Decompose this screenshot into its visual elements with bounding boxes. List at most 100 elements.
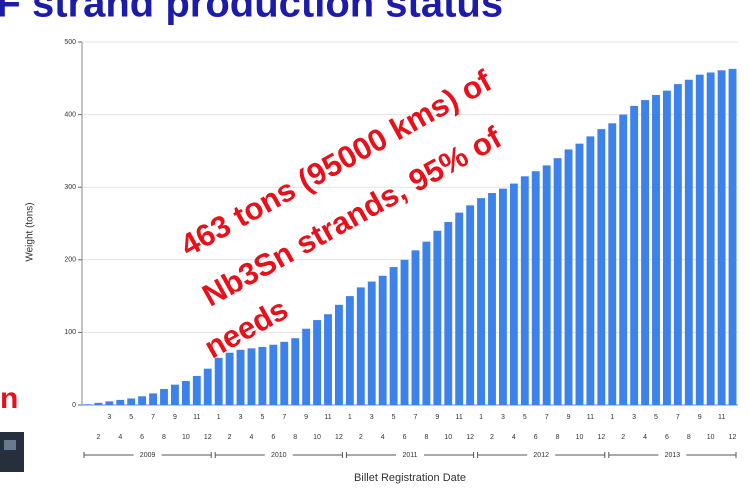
bar	[368, 282, 376, 405]
bar	[521, 176, 529, 405]
x-axis-title: Billet Registration Date	[354, 472, 466, 484]
x-tick-label: 2	[490, 434, 494, 441]
plot: 0100200300400500234567891011121234567891…	[64, 39, 738, 460]
x-tick-label: 2	[228, 434, 232, 441]
x-tick-label: 6	[140, 434, 144, 441]
x-tick-label: 5	[392, 414, 396, 421]
x-tick-label: 10	[182, 434, 190, 441]
bar	[127, 398, 135, 405]
bar	[576, 144, 584, 405]
bar	[565, 149, 573, 405]
y-tick-label: 0	[72, 402, 76, 409]
x-tick-label: 2	[96, 434, 100, 441]
x-tick-label: 4	[381, 434, 385, 441]
bar	[401, 260, 409, 405]
x-tick-label: 7	[151, 414, 155, 421]
bar	[477, 198, 485, 405]
x-tick-label: 10	[444, 434, 452, 441]
year-label: 2012	[533, 452, 549, 459]
x-tick-label: 1	[217, 414, 221, 421]
bar	[94, 403, 102, 405]
bar	[84, 404, 92, 405]
x-tick-label: 1	[610, 414, 614, 421]
bar	[193, 376, 201, 405]
x-tick-label: 9	[567, 414, 571, 421]
x-tick-label: 6	[534, 434, 538, 441]
bar	[269, 345, 277, 405]
y-tick-label: 400	[64, 111, 76, 118]
x-tick-label: 4	[512, 434, 516, 441]
bar	[390, 267, 398, 405]
x-tick-label: 3	[107, 414, 111, 421]
bar	[510, 184, 518, 405]
bar	[663, 91, 671, 405]
x-tick-label: 12	[466, 434, 474, 441]
bar	[652, 95, 660, 405]
bar	[674, 84, 682, 405]
x-tick-label: 3	[370, 414, 374, 421]
bar	[116, 400, 124, 405]
bar	[105, 401, 113, 405]
x-tick-label: 8	[424, 434, 428, 441]
bar	[204, 369, 212, 405]
bar	[543, 165, 551, 405]
x-tick-label: 8	[162, 434, 166, 441]
x-tick-label: 2	[621, 434, 625, 441]
x-tick-label: 4	[250, 434, 254, 441]
bar	[554, 158, 562, 405]
x-tick-label: 5	[129, 414, 133, 421]
bar	[685, 80, 693, 405]
x-tick-label: 6	[665, 434, 669, 441]
x-tick-label: 1	[348, 414, 352, 421]
x-tick-label: 9	[304, 414, 308, 421]
x-tick-label: 11	[324, 414, 331, 421]
x-tick-label: 8	[687, 434, 691, 441]
y-tick-label: 300	[64, 184, 76, 191]
x-tick-label: 11	[456, 414, 463, 421]
y-axis-title: Weight (tons)	[25, 202, 36, 261]
bar	[302, 329, 310, 405]
bar	[488, 193, 496, 405]
bar	[422, 242, 430, 405]
bar	[248, 348, 256, 405]
y-tick-label: 100	[64, 329, 76, 336]
x-tick-label: 11	[718, 414, 725, 421]
bar	[433, 231, 441, 405]
chart-title: TF strand production status	[0, 0, 503, 26]
x-tick-label: 12	[729, 434, 737, 441]
bar	[138, 396, 146, 405]
bar	[729, 69, 737, 405]
bar	[182, 381, 190, 405]
bar	[532, 171, 540, 405]
x-tick-label: 7	[545, 414, 549, 421]
chart: TF strand production status Weight (tons…	[0, 0, 749, 493]
y-tick-label: 500	[64, 39, 76, 46]
x-tick-label: 9	[173, 414, 177, 421]
x-tick-label: 5	[654, 414, 658, 421]
y-tick-label: 200	[64, 257, 76, 264]
x-tick-label: 9	[435, 414, 439, 421]
bar	[619, 115, 627, 405]
bar	[597, 129, 605, 405]
x-tick-label: 7	[676, 414, 680, 421]
x-tick-label: 8	[556, 434, 560, 441]
x-tick-label: 9	[698, 414, 702, 421]
bar	[696, 75, 704, 405]
bar	[641, 100, 649, 405]
x-tick-label: 11	[587, 414, 594, 421]
x-tick-label: 8	[293, 434, 297, 441]
bar	[258, 347, 266, 405]
side-fragment: n	[0, 382, 18, 415]
year-label: 2011	[402, 452, 417, 459]
bar	[237, 350, 245, 405]
x-tick-label: 6	[271, 434, 275, 441]
x-tick-label: 1	[479, 414, 483, 421]
bar	[149, 393, 157, 405]
bar	[586, 136, 594, 405]
x-tick-label: 10	[313, 434, 321, 441]
x-tick-label: 7	[414, 414, 418, 421]
x-tick-label: 10	[576, 434, 584, 441]
thumbnail-detail	[4, 440, 16, 450]
bar	[379, 276, 387, 405]
bar	[630, 106, 638, 405]
